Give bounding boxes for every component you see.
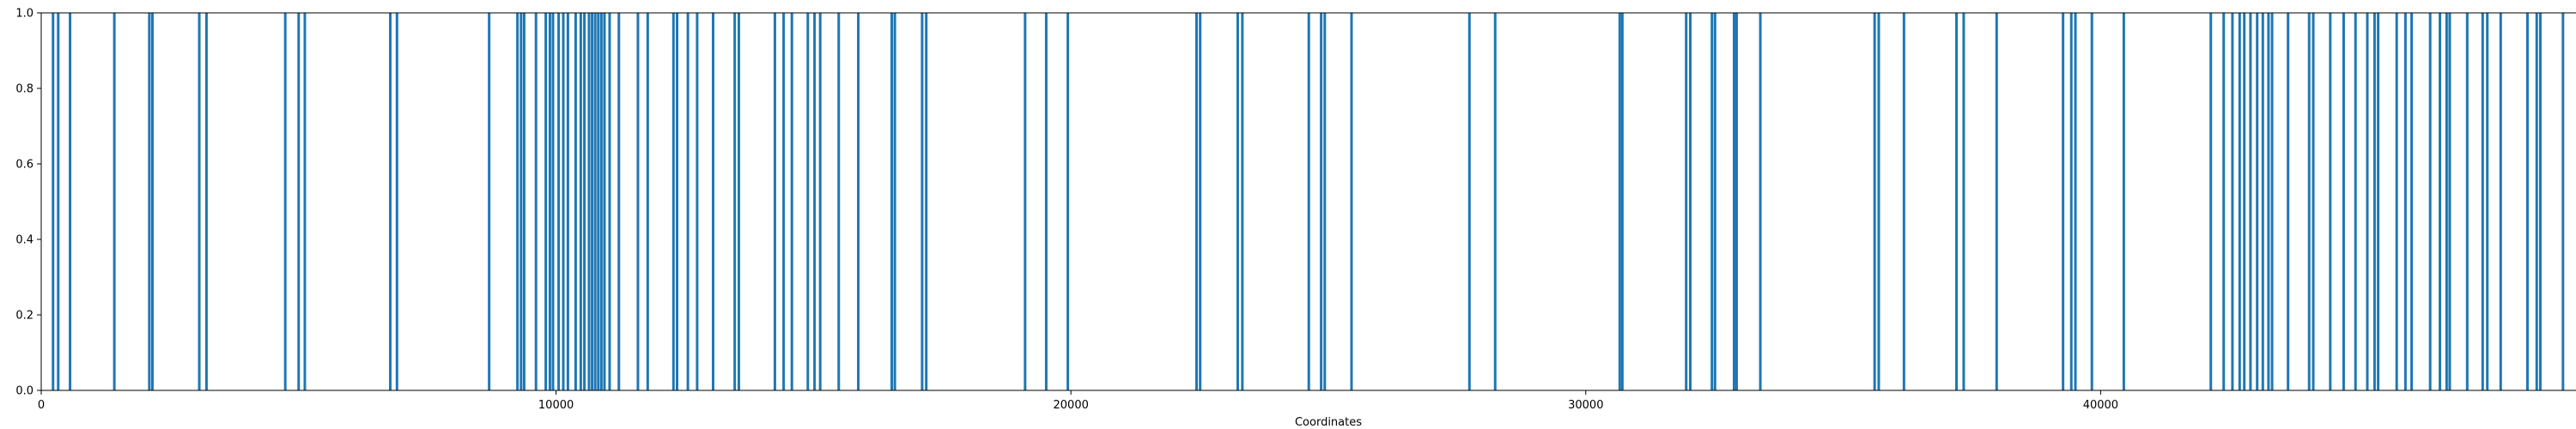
- y-tick-label: 0.6: [15, 159, 33, 172]
- y-axis: 0.0 0.2 0.4 0.6 0.8 1.0: [15, 8, 41, 398]
- plot-frame: [40, 12, 2576, 391]
- y-tick-label: 0.2: [15, 310, 33, 323]
- x-tick-label: 40000: [2083, 399, 2118, 412]
- y-tick-label: 0.8: [15, 83, 33, 96]
- x-tick-label: 10000: [538, 399, 574, 412]
- x-tick-label: 30000: [1568, 399, 1603, 412]
- x-axis: 01000020000300004000050000: [38, 390, 2118, 412]
- y-tick-label: 0.0: [15, 385, 33, 398]
- x-axis-label: Coordinates: [1295, 416, 1362, 429]
- bar-series: [52, 13, 2565, 390]
- y-tick-label: 1.0: [15, 8, 33, 21]
- x-tick-label: 0: [38, 399, 45, 412]
- y-tick-label: 0.4: [15, 234, 33, 247]
- x-tick-label: 20000: [1054, 399, 1089, 412]
